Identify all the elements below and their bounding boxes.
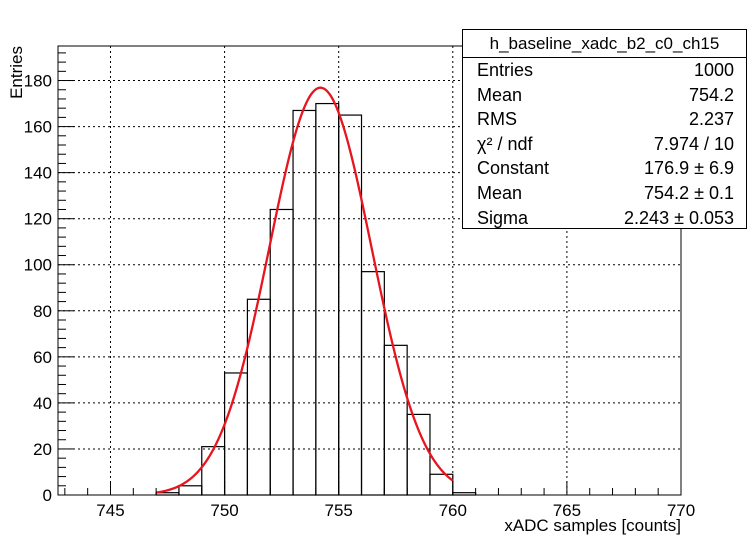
stats-label: Mean bbox=[477, 84, 523, 105]
y-tick-label: 120 bbox=[24, 210, 52, 229]
y-tick-label: 100 bbox=[24, 256, 52, 275]
stats-value: 176.9 ± 6.9 bbox=[644, 158, 734, 179]
y-tick-label: 80 bbox=[33, 302, 52, 321]
stats-box: h_baseline_xadc_b2_c0_ch15 Entries 1000 M… bbox=[462, 29, 747, 229]
histogram-bar bbox=[406, 413, 431, 496]
stats-value: 1000 bbox=[693, 60, 734, 80]
histogram-bar bbox=[292, 109, 317, 496]
axes: 745 750 755 760 765 770 0 20 40 60 80 100 120 140 160 1… bbox=[24, 52, 695, 520]
plot-frame bbox=[57, 45, 682, 496]
histogram-bar bbox=[201, 446, 226, 496]
y-tick-label: 180 bbox=[24, 72, 52, 91]
histogram-bar bbox=[178, 485, 203, 496]
stats-label: RMS bbox=[477, 109, 517, 130]
stats-label: Sigma bbox=[477, 207, 529, 228]
y-tick-label: 40 bbox=[33, 394, 52, 413]
histogram-bar bbox=[315, 102, 340, 496]
stats-row: RMS 2.237 bbox=[463, 107, 746, 132]
y-tick-label: 140 bbox=[24, 164, 52, 183]
histogram-bar bbox=[338, 114, 363, 496]
histogram-bar bbox=[360, 271, 385, 496]
stats-row: Constant 176.9 ± 6.9 bbox=[463, 156, 746, 181]
stats-row: Sigma 2.243 ± 0.053 bbox=[463, 206, 746, 231]
y-tick-label: 0 bbox=[43, 486, 52, 505]
x-axis-label: xADC samples [counts] bbox=[504, 516, 681, 535]
y-tick-label: 60 bbox=[33, 348, 52, 367]
x-tick-label: 750 bbox=[210, 501, 238, 520]
stats-row: χ² / ndf 7.974 / 10 bbox=[463, 132, 746, 157]
x-tick-label: 745 bbox=[96, 501, 124, 520]
stats-label: Entries bbox=[477, 60, 534, 80]
x-tick-label: 760 bbox=[439, 501, 467, 520]
stats-value: 7.974 / 10 bbox=[653, 133, 734, 154]
x-tick-label: 770 bbox=[667, 501, 695, 520]
y-tick-label: 160 bbox=[24, 118, 52, 137]
y-axis-label: Entries bbox=[7, 46, 26, 99]
stats-value: 754.2 bbox=[688, 84, 734, 105]
stats-label: χ² / ndf bbox=[477, 133, 533, 154]
x-tick-label: 755 bbox=[325, 501, 353, 520]
y-tick-label: 20 bbox=[33, 440, 52, 459]
stats-row: Mean 754.2 ± 0.1 bbox=[463, 181, 746, 206]
stats-row: Entries 1000 bbox=[463, 58, 746, 83]
stats-label: Constant bbox=[477, 158, 550, 179]
stats-label: Mean bbox=[477, 182, 523, 203]
histogram-bars bbox=[155, 102, 477, 496]
stats-value: 2.237 bbox=[688, 109, 734, 130]
gaussian-fit-curve bbox=[155, 86, 454, 494]
stats-title: h_baseline_xadc_b2_c0_ch15 bbox=[463, 30, 746, 58]
stats-value: 754.2 ± 0.1 bbox=[644, 182, 734, 203]
histogram-bar bbox=[383, 344, 408, 496]
stats-row: Mean 754.2 bbox=[463, 83, 746, 108]
x-tick-label: 765 bbox=[553, 501, 581, 520]
grid bbox=[58, 46, 682, 495]
histogram-bar bbox=[269, 208, 294, 496]
stats-value: 2.243 ± 0.053 bbox=[624, 207, 734, 228]
